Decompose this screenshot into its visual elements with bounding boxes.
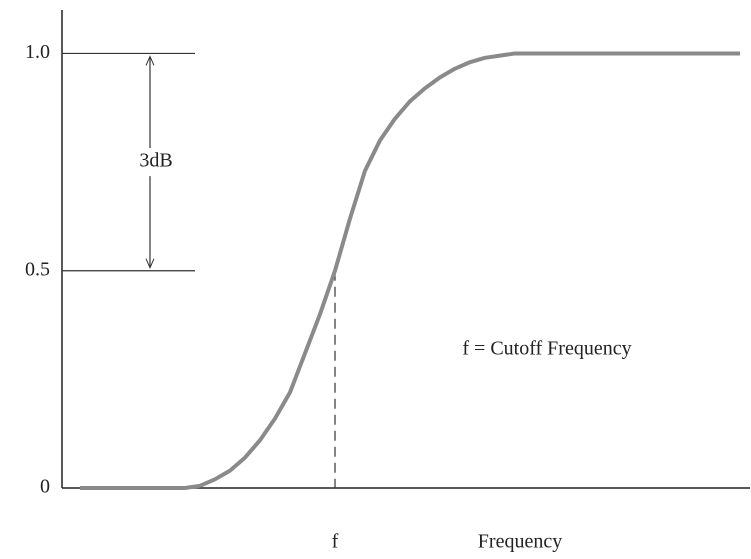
annotation: f = Cutoff Frequency xyxy=(462,338,631,360)
label-bg xyxy=(128,148,178,177)
y-tick-label: 1.0 xyxy=(25,41,50,63)
y-tick-label: 0.5 xyxy=(25,258,50,280)
arrow-head xyxy=(145,55,155,66)
y-tick-label: 0 xyxy=(40,476,50,498)
curve xyxy=(80,51,740,490)
annotation: 3dB xyxy=(139,150,172,172)
x-axis-label: Frequency xyxy=(478,531,562,553)
arrow-head xyxy=(145,258,155,269)
x-tick-label: f xyxy=(332,531,339,553)
